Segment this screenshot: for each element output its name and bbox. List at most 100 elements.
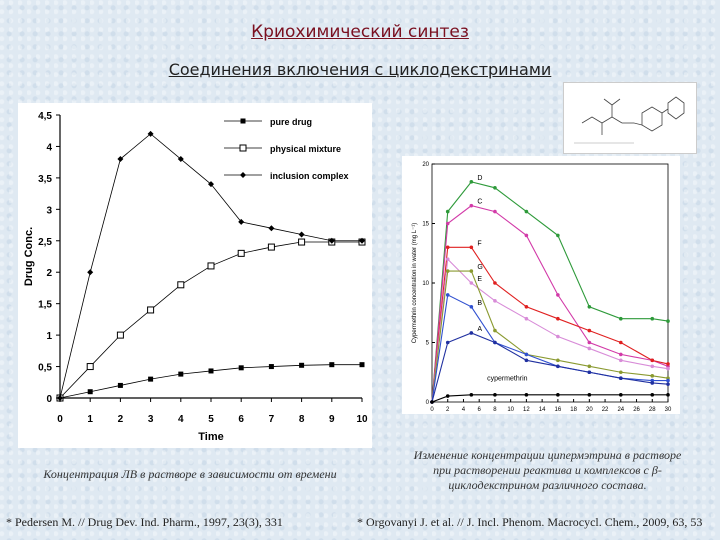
series-line-F xyxy=(431,246,669,403)
x-tick-label: 10 xyxy=(356,414,368,425)
series-label: D xyxy=(477,175,482,182)
data-point-C xyxy=(493,209,497,214)
caption-left: Концентрация ЛВ в растворе в зависимости… xyxy=(43,467,337,481)
data-point-physical-mixture xyxy=(147,306,155,314)
x-tick-label: 4 xyxy=(178,414,184,425)
data-point-A xyxy=(469,331,474,335)
data-point-D xyxy=(619,316,623,321)
x-tick-label: 26 xyxy=(633,407,640,413)
data-point-F xyxy=(556,316,560,321)
data-point-B xyxy=(469,305,474,309)
data-point-inclusion-complex xyxy=(268,225,275,232)
x-tick-label: 7 xyxy=(269,414,275,425)
data-point-inclusion-complex xyxy=(208,181,214,188)
x-tick-label: 5 xyxy=(208,414,214,425)
data-point-pure-drug xyxy=(268,364,274,370)
page-title: Криохимический синтез xyxy=(251,22,469,42)
data-point-C xyxy=(587,340,592,345)
data-point-physical-mixture xyxy=(237,249,245,257)
y-tick-label: 15 xyxy=(422,222,429,228)
data-point-E xyxy=(556,334,560,339)
data-point-inclusion-complex xyxy=(240,172,246,178)
annotation-cypermethrin: cypermethrin xyxy=(487,376,528,383)
data-point-F xyxy=(650,358,655,363)
data-point-G xyxy=(619,370,623,375)
y-tick-label: 5 xyxy=(426,341,430,347)
legend-label: inclusion complex xyxy=(270,171,349,181)
x-tick-label: 3 xyxy=(148,414,154,425)
data-point-F xyxy=(619,340,623,345)
series-label: A xyxy=(477,326,482,333)
x-tick-label: 0 xyxy=(430,407,434,413)
data-point-C xyxy=(524,233,529,238)
plot-frame xyxy=(431,163,669,403)
data-point-cypermethrin xyxy=(587,393,592,397)
data-point-F xyxy=(524,305,529,309)
data-point-cypermethrin xyxy=(524,393,529,397)
data-point-E xyxy=(524,316,529,321)
data-point-D xyxy=(650,316,655,321)
data-point-inclusion-complex xyxy=(57,395,63,401)
x-tick-label: 2 xyxy=(446,407,450,413)
y-tick-label: 1 xyxy=(46,331,52,342)
data-point-E xyxy=(650,364,655,369)
data-point-E xyxy=(666,366,670,371)
data-point-C xyxy=(469,203,474,208)
data-point-cypermethrin xyxy=(556,393,560,397)
y-axis-label: Drug Conc. xyxy=(23,227,35,286)
chart-drug-concentration: 0 1 2 3 4 5 6 7 8 9 10 0 0,5 1 1,5 2 2,5 3 3,5 4 4,5 Time Drug… xyxy=(18,103,372,448)
data-point-G xyxy=(445,269,450,273)
data-point-G xyxy=(650,374,655,378)
data-point-inclusion-complex xyxy=(177,156,184,163)
data-point-G xyxy=(587,364,592,369)
data-point-F xyxy=(445,245,450,250)
x-tick-label: 8 xyxy=(493,407,497,413)
data-point-inclusion-complex xyxy=(87,269,94,276)
series-line-G xyxy=(431,270,669,403)
x-tick-label: 8 xyxy=(299,414,305,425)
series-label: C xyxy=(477,199,482,206)
reference-right: * Orgovanyi J. et al. // J. Incl. Phenom… xyxy=(357,515,703,529)
series-line-C xyxy=(431,205,669,403)
data-point-inclusion-complex xyxy=(359,237,365,244)
data-point-pure-drug xyxy=(87,389,93,395)
x-tick-label: 10 xyxy=(507,407,514,413)
reference-left: * Pedersen M. // Drug Dev. Ind. Pharm., … xyxy=(6,515,283,529)
x-tick-label: 30 xyxy=(665,407,672,413)
data-point-inclusion-complex xyxy=(147,130,154,137)
x-tick-label: 16 xyxy=(555,407,562,413)
data-point-pure-drug xyxy=(208,368,214,374)
data-point-cypermethrin xyxy=(619,393,623,397)
data-point-C xyxy=(445,221,450,226)
chemical-structure-image xyxy=(563,82,697,154)
chart-left-svg: 0 1 2 3 4 5 6 7 8 9 10 0 0,5 1 1,5 2 2,5 3 3,5 4 4,5 Time Drug… xyxy=(23,111,368,443)
x-tick-label: 22 xyxy=(602,407,609,413)
series-line-A xyxy=(431,332,669,403)
data-point-B xyxy=(445,293,450,297)
x-tick-label: 1 xyxy=(87,414,93,425)
data-point-physical-mixture xyxy=(177,281,185,289)
data-point-pure-drug xyxy=(329,362,335,368)
data-point-E xyxy=(469,281,474,285)
data-point-D xyxy=(493,186,497,190)
x-tick-label: 20 xyxy=(586,407,593,413)
data-point-A xyxy=(493,340,497,345)
data-point-pure-drug xyxy=(117,382,123,388)
data-point-pure-drug xyxy=(238,365,244,371)
y-tick-label: 4,5 xyxy=(38,111,52,122)
series-line-D xyxy=(431,181,669,403)
data-point-physical-mixture xyxy=(86,363,94,371)
data-point-E xyxy=(445,257,450,261)
x-tick-label: 6 xyxy=(478,407,482,413)
y-tick-label: 4 xyxy=(46,142,52,153)
x-tick-label: 9 xyxy=(329,414,335,425)
data-point-D xyxy=(524,209,529,214)
series-label: E xyxy=(477,276,482,283)
series-label: B xyxy=(477,300,482,307)
data-point-F xyxy=(469,245,474,250)
series-line-B xyxy=(431,294,668,403)
data-point-G xyxy=(469,269,474,273)
y-tick-label: 20 xyxy=(422,162,429,168)
legend-label: physical mixture xyxy=(270,144,341,154)
y-tick-label: 0,5 xyxy=(38,363,52,374)
